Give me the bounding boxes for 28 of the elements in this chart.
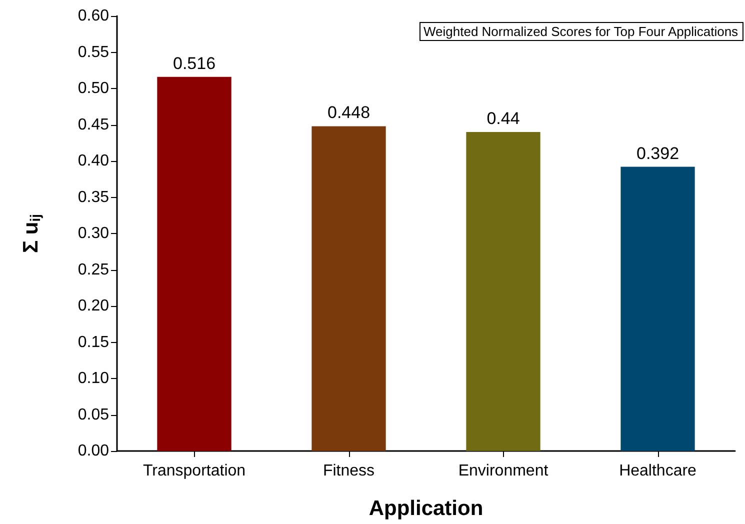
- x-tick-label: Healthcare: [619, 462, 697, 480]
- y-tick-label: 0.30: [78, 225, 110, 242]
- y-tick-label: 0.55: [78, 44, 110, 61]
- y-tick-label: 0.10: [78, 370, 110, 387]
- y-tick-label: 0.05: [78, 406, 110, 424]
- bar: [312, 126, 386, 451]
- y-tick-label: 0.40: [78, 152, 110, 170]
- bar: [620, 166, 695, 451]
- y-tick-label: 0.50: [78, 80, 110, 97]
- y-tick-label: 0.25: [78, 261, 110, 278]
- data-label: 0.392: [636, 144, 680, 163]
- bar: [157, 76, 232, 451]
- y-axis-title: Σ uij: [20, 214, 43, 254]
- x-tick-label: Transportation: [142, 462, 246, 480]
- y-tick-label: 0.45: [78, 116, 110, 134]
- bar: [466, 132, 540, 451]
- data-label: 0.44: [486, 109, 520, 128]
- data-label: 0.448: [327, 103, 370, 122]
- y-tick-label: 0.35: [78, 188, 110, 206]
- x-tick-label: Fitness: [322, 462, 375, 480]
- data-label: 0.516: [172, 54, 216, 73]
- x-axis-title: Application: [368, 497, 484, 520]
- y-tick-label: 0.20: [78, 298, 110, 314]
- y-tick-label: 0.15: [78, 334, 110, 351]
- x-tick-label: Environment: [458, 462, 549, 480]
- y-tick-label: 0.00: [78, 442, 110, 460]
- y-tick-label: 0.60: [78, 8, 110, 24]
- text: Weighted Normalized Scores for Top Four Applications: [423, 24, 739, 39]
